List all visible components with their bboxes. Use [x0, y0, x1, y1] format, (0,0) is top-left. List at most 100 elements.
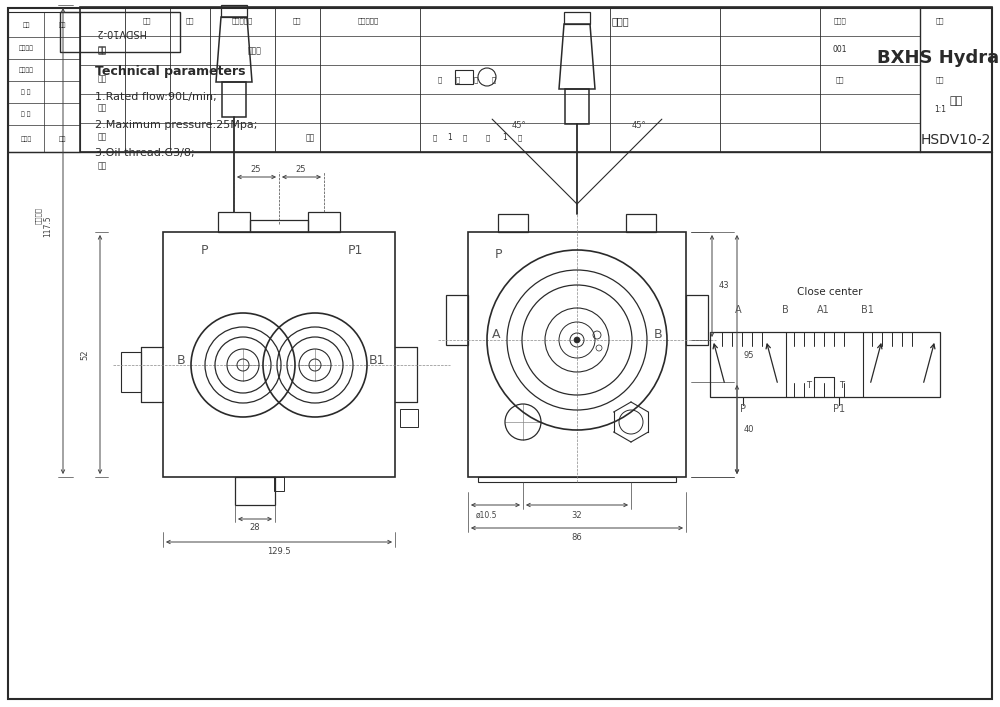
- Text: HSDV10-2: HSDV10-2: [921, 133, 991, 147]
- Text: 1:1: 1:1: [934, 105, 946, 114]
- Text: 转阀: 转阀: [949, 96, 963, 106]
- Text: 45°: 45°: [512, 122, 526, 131]
- Text: 设计: 设计: [97, 74, 107, 83]
- Text: 工艺: 工艺: [97, 161, 107, 170]
- Bar: [222, 82, 246, 117]
- Text: 阶: 阶: [438, 76, 442, 83]
- Text: 记: 记: [492, 76, 496, 83]
- Text: 28: 28: [250, 523, 260, 532]
- Text: 第: 第: [486, 135, 490, 141]
- Bar: [60, 12, 180, 52]
- Text: 更改文件号: 更改文件号: [231, 18, 253, 24]
- Text: Close center: Close center: [797, 287, 863, 297]
- Text: 1: 1: [448, 134, 452, 143]
- Bar: [221, 5, 247, 17]
- Text: 设计: 设计: [97, 47, 107, 56]
- Text: 段: 段: [456, 76, 460, 83]
- Bar: [686, 295, 708, 345]
- Text: 批记: 批记: [58, 22, 66, 28]
- Text: 类型: 类型: [936, 18, 944, 24]
- Bar: [468, 232, 686, 477]
- Text: T: T: [806, 380, 812, 390]
- Text: 3.Oil thread:G3/8;: 3.Oil thread:G3/8;: [95, 148, 195, 158]
- Bar: [446, 295, 468, 345]
- Circle shape: [574, 337, 580, 343]
- Text: A: A: [492, 329, 500, 341]
- Text: 标准化: 标准化: [248, 47, 262, 56]
- Text: A: A: [735, 305, 741, 315]
- Text: 校对: 校对: [97, 103, 107, 112]
- Bar: [308, 212, 340, 232]
- Text: T: T: [840, 380, 844, 390]
- Text: 共: 共: [433, 135, 437, 141]
- Bar: [218, 212, 250, 232]
- Bar: [478, 477, 676, 482]
- Text: 参考尺寸: 参考尺寸: [35, 207, 41, 225]
- Text: 95: 95: [744, 351, 754, 359]
- Text: 处数: 处数: [143, 18, 151, 24]
- Text: A1: A1: [817, 305, 829, 315]
- Bar: [498, 214, 528, 232]
- Text: 批准: 批准: [305, 134, 315, 143]
- Text: 拟制: 拟制: [22, 22, 30, 28]
- Text: 25: 25: [251, 165, 261, 173]
- Text: ø10.5: ø10.5: [476, 510, 498, 520]
- Text: 比例: 比例: [936, 76, 944, 83]
- Text: 45°: 45°: [632, 122, 646, 131]
- Text: 2.Maximum pressure:25Mpa;: 2.Maximum pressure:25Mpa;: [95, 120, 257, 130]
- Bar: [565, 89, 589, 124]
- Text: 名 字: 名 字: [21, 89, 31, 95]
- Text: 86: 86: [572, 532, 582, 542]
- Text: 太阳名字: 太阳名字: [18, 67, 34, 73]
- Bar: [80, 7, 992, 152]
- Text: 标: 标: [474, 76, 478, 83]
- Text: 年、月、日: 年、月、日: [357, 18, 379, 24]
- Text: 1: 1: [503, 134, 507, 143]
- Text: 43: 43: [719, 281, 729, 291]
- Text: 审核: 审核: [97, 132, 107, 141]
- Text: 标记: 标记: [97, 45, 107, 54]
- Text: 分区: 分区: [186, 18, 194, 24]
- Text: 张: 张: [518, 135, 522, 141]
- Text: P: P: [494, 247, 502, 260]
- Text: 外形图: 外形图: [611, 16, 629, 26]
- Text: 001: 001: [833, 45, 847, 54]
- Text: B: B: [654, 329, 662, 341]
- Bar: [250, 220, 308, 232]
- Bar: [8, 12, 80, 152]
- Text: 40: 40: [744, 426, 754, 435]
- Bar: [710, 332, 940, 397]
- Text: 1.Rated flow:90L/min;: 1.Rated flow:90L/min;: [95, 92, 217, 102]
- Text: 版本号: 版本号: [834, 18, 846, 24]
- Text: 日 期: 日 期: [21, 111, 31, 117]
- Text: 拟制员: 拟制员: [20, 136, 32, 142]
- Text: P: P: [201, 243, 209, 257]
- Text: 标准批号: 标准批号: [18, 45, 34, 51]
- Text: 签名: 签名: [293, 18, 301, 24]
- Text: 52: 52: [80, 350, 90, 361]
- Bar: [121, 352, 141, 392]
- Text: P: P: [740, 404, 746, 414]
- Bar: [235, 477, 275, 505]
- Bar: [455, 70, 473, 84]
- Text: B: B: [782, 305, 788, 315]
- Bar: [163, 232, 395, 477]
- Text: HSDV10-2: HSDV10-2: [95, 27, 145, 37]
- Text: B: B: [177, 354, 185, 366]
- Text: 重量: 重量: [836, 76, 844, 83]
- Text: P1: P1: [833, 404, 845, 414]
- Bar: [274, 477, 284, 491]
- Text: 32: 32: [572, 510, 582, 520]
- Bar: [400, 409, 418, 427]
- Text: Technical parameters: Technical parameters: [95, 66, 246, 78]
- Text: B1: B1: [369, 354, 385, 366]
- Bar: [626, 214, 656, 232]
- Text: B1: B1: [861, 305, 873, 315]
- Text: BXHS Hydraulic: BXHS Hydraulic: [877, 49, 1000, 66]
- Text: P1: P1: [347, 243, 363, 257]
- Text: 117.5: 117.5: [44, 215, 52, 237]
- Text: 129.5: 129.5: [267, 547, 291, 556]
- Text: 张: 张: [463, 135, 467, 141]
- Text: 日期: 日期: [58, 136, 66, 142]
- Text: 25: 25: [296, 165, 306, 173]
